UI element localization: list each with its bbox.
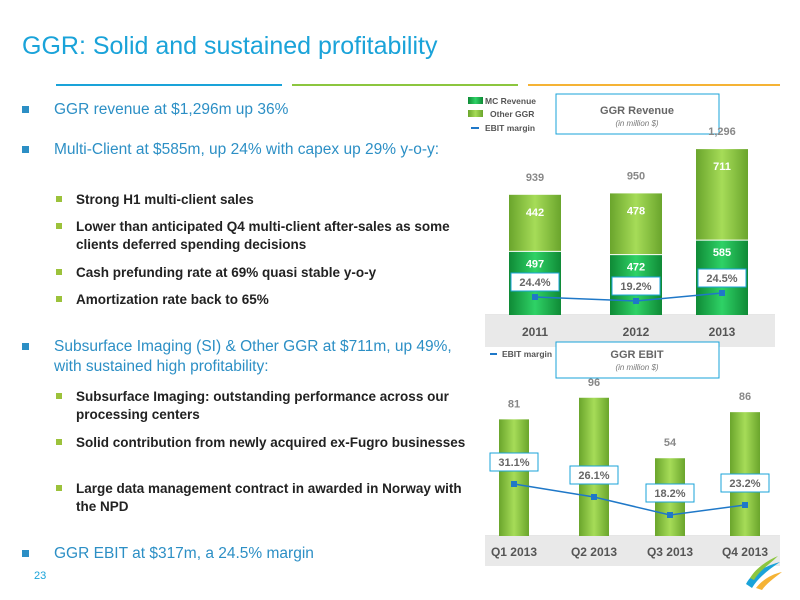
- data-label-mc: 585: [713, 247, 731, 259]
- ebit-margin-label: 19.2%: [620, 281, 651, 293]
- x-tick-label: Q1 2013: [491, 545, 537, 559]
- legend-swatch-mc: [468, 97, 483, 104]
- company-logo: [746, 556, 782, 590]
- ebit-margin-box: [645, 483, 695, 503]
- bar-other-ggr: [696, 149, 748, 241]
- page-number: 23: [34, 570, 47, 582]
- data-label-other: 711: [713, 161, 731, 173]
- x-axis-band: [485, 536, 780, 566]
- ebit-margin-point: [591, 494, 597, 500]
- data-label-total: 939: [526, 172, 544, 184]
- sub-bullet: Solid contribution from newly acquired e…: [56, 434, 466, 452]
- revenue-chart-subtitle: (in million $): [615, 119, 658, 128]
- data-label-ebit: 86: [739, 391, 751, 403]
- ebit-margin-box: [611, 276, 661, 296]
- x-tick-label: 2012: [623, 325, 650, 339]
- sub-bullet: Cash prefunding rate at 69% quasi stable…: [56, 264, 466, 282]
- ebit-chart: 81 Q1 2013 96 Q2 2013 54 Q3 2013 86 Q4 2013 31.1…: [485, 377, 780, 566]
- bar-other-ggr: [509, 194, 561, 252]
- ebit-margin-point: [742, 502, 748, 508]
- ebit-margin-label: 24.4%: [519, 277, 550, 289]
- ebit-margin-label: 31.1%: [498, 457, 529, 469]
- ebit-margin-box: [510, 272, 560, 292]
- ebit-margin-box: [720, 473, 770, 493]
- title-rule-blue: [56, 84, 282, 86]
- ebit-margin-label: 23.2%: [729, 478, 760, 490]
- x-tick-label: Q4 2013: [722, 545, 768, 559]
- ebit-margin-line: [513, 483, 746, 516]
- x-tick-label: Q3 2013: [647, 545, 693, 559]
- ebit-margin-point: [719, 290, 725, 296]
- title-rule-orange: [528, 84, 780, 86]
- bullet-revenue: GGR revenue at $1,296m up 36%: [22, 100, 454, 120]
- ebit-margin-box: [697, 268, 747, 288]
- data-label-ebit: 81: [508, 398, 520, 410]
- data-label-ebit: 96: [588, 377, 600, 389]
- ebit-margin-point: [532, 294, 538, 300]
- sub-bullet: Lower than anticipated Q4 multi-client a…: [56, 218, 466, 254]
- title-rule-green: [292, 84, 518, 86]
- legend-label-mc: MC Revenue: [485, 96, 536, 106]
- ebit-chart-title: GGR EBIT: [610, 349, 663, 361]
- bar-ebit: [499, 419, 529, 536]
- x-tick-label: Q2 2013: [571, 545, 617, 559]
- revenue-chart-title: GGR Revenue: [600, 105, 674, 117]
- x-tick-label: 2011: [522, 325, 548, 339]
- legend-label-other: Other GGR: [490, 109, 534, 119]
- bullet-ebit: GGR EBIT at $317m, a 24.5% margin: [22, 544, 454, 564]
- bullet-marker: [22, 146, 29, 153]
- revenue-title-box: GGR Revenue (in million $): [555, 93, 720, 135]
- sub-bullet: Large data management contract in awarde…: [56, 480, 466, 516]
- data-label-ebit: 54: [664, 437, 677, 449]
- sub-bullet: Amortization rate back to 65%: [56, 291, 466, 309]
- bar-other-ggr: [610, 193, 662, 255]
- bullet-marker: [22, 343, 29, 350]
- ebit-title-box: GGR EBIT (in million $): [555, 341, 720, 379]
- data-label-other: 442: [526, 207, 544, 219]
- ebit-margin-label: 18.2%: [654, 488, 685, 500]
- revenue-chart: 497 442 939 2011 472 478 950 2012 585 711 1,296 201…: [485, 126, 775, 347]
- data-label-total: 950: [627, 170, 645, 182]
- ebit-margin-point: [667, 512, 673, 518]
- data-label-mc: 472: [627, 262, 645, 274]
- bullet-subsurface-imaging: Subsurface Imaging (SI) & Other GGR at $…: [22, 337, 454, 377]
- ebit-margin-box: [489, 452, 539, 472]
- legend-label-ebit: EBIT margin: [485, 123, 535, 133]
- legend-label-ebit-margin: EBIT margin: [502, 349, 552, 359]
- revenue-legend: MC Revenue Other GGR EBIT margin: [468, 96, 536, 133]
- ebit-margin-point: [633, 298, 639, 304]
- x-tick-label: 2013: [709, 325, 736, 339]
- bullet-marker: [22, 550, 29, 557]
- ebit-margin-label: 26.1%: [578, 470, 609, 482]
- sub-bullet: Strong H1 multi-client sales: [56, 191, 466, 209]
- page-title: GGR: Solid and sustained profitability: [22, 32, 438, 60]
- bullet-multi-client: Multi-Client at $585m, up 24% with capex…: [22, 140, 454, 160]
- data-label-other: 478: [627, 205, 645, 217]
- data-label-total: 1,296: [708, 126, 736, 138]
- ebit-margin-label: 24.5%: [706, 273, 737, 285]
- ebit-legend: EBIT margin: [490, 349, 552, 359]
- bullet-marker: [22, 106, 29, 113]
- ebit-margin-box: [569, 465, 619, 485]
- data-label-mc: 497: [526, 258, 544, 270]
- ebit-margin-point: [511, 481, 517, 487]
- legend-swatch-other: [468, 110, 483, 117]
- sub-bullet: Subsurface Imaging: outstanding performa…: [56, 388, 466, 424]
- ebit-chart-subtitle: (in million $): [615, 363, 658, 372]
